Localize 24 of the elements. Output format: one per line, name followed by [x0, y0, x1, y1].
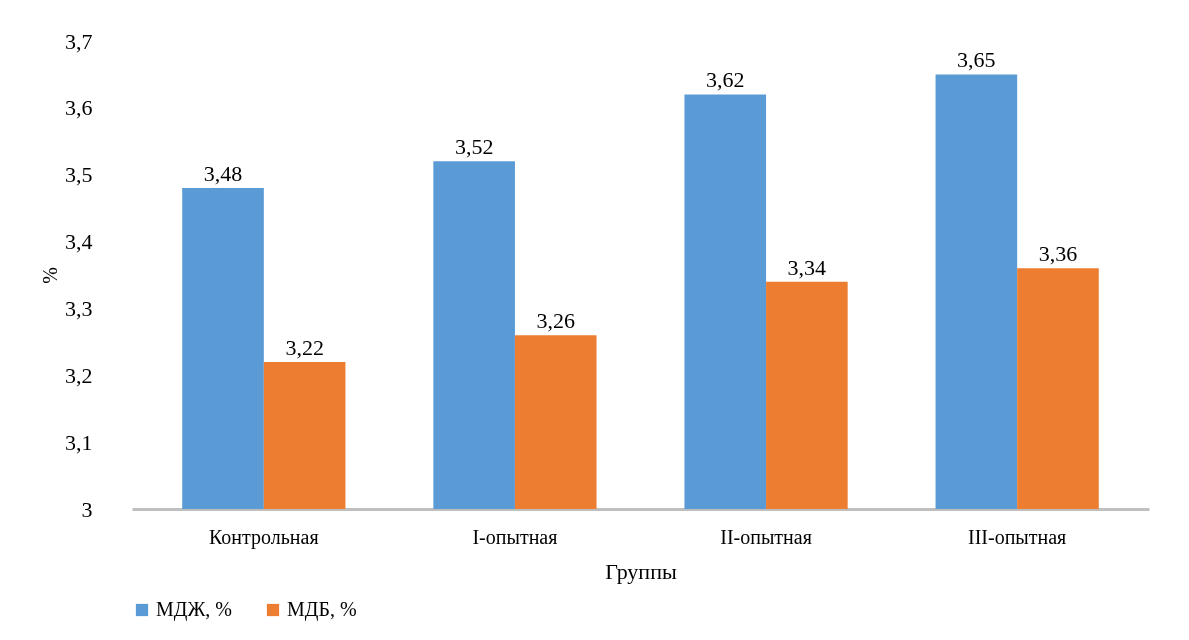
data-label: 3,26	[536, 308, 575, 334]
data-label: 3,36	[1038, 241, 1078, 267]
y-axis-title: %	[39, 267, 61, 284]
y-tick-label: 3,6	[65, 95, 93, 121]
x-tick-label: II-опытная	[720, 525, 812, 548]
y-tick-label: 3,5	[65, 162, 93, 188]
x-tick-label: III-опытная	[968, 525, 1067, 548]
x-tick-label: I-опытная	[472, 525, 558, 548]
legend-label: МДБ, %	[287, 598, 357, 621]
y-tick-label: 3,3	[65, 295, 93, 321]
y-tick-label: 3,4	[65, 229, 93, 255]
x-axis-title: Группы	[605, 558, 677, 584]
y-tick-label: 3,1	[65, 429, 93, 455]
y-tick-label: 3	[81, 496, 93, 522]
data-label: 3,34	[787, 254, 827, 280]
x-tick-label: Контрольная	[209, 525, 319, 549]
data-label: 3,48	[203, 161, 243, 187]
data-label: 3,65	[957, 47, 996, 73]
data-label: 3,22	[285, 334, 324, 360]
data-label: 3,62	[706, 67, 745, 93]
y-tick-label: 3,7	[65, 28, 93, 54]
legend-label: МДЖ, %	[156, 598, 233, 621]
data-label: 3,52	[454, 134, 494, 160]
y-tick-label: 3,2	[65, 362, 93, 388]
